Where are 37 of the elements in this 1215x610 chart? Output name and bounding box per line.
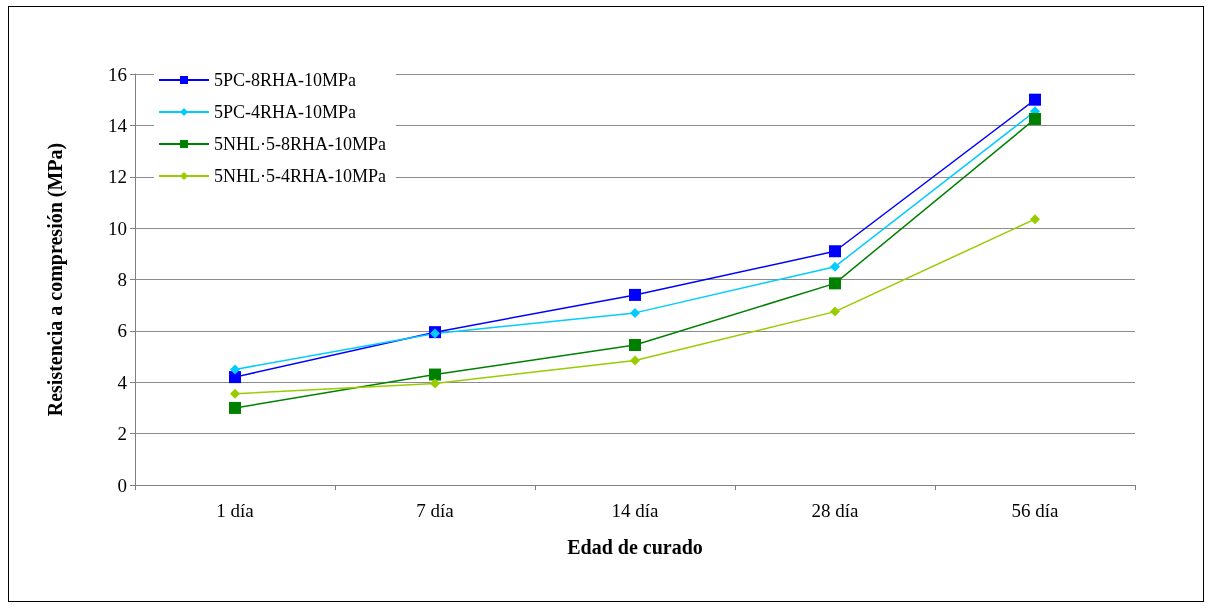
point xyxy=(630,355,640,366)
point xyxy=(629,288,641,301)
y-tick-label: 16 xyxy=(108,63,127,85)
point xyxy=(429,368,441,381)
point xyxy=(830,306,840,317)
point xyxy=(230,364,240,375)
point xyxy=(829,245,841,258)
point xyxy=(229,371,241,384)
x-tick-label: 1 día xyxy=(216,500,255,521)
x-tick-label: 56 día xyxy=(1011,500,1060,521)
y-tick-label: 6 xyxy=(117,320,127,342)
point xyxy=(430,378,440,389)
y-axis-title: Resistencia a compresión (MPa) xyxy=(44,142,67,417)
legend-label: 5PC-8RHA-10MPa xyxy=(214,70,357,90)
point xyxy=(630,307,640,318)
y-tick-label: 8 xyxy=(117,269,127,290)
point xyxy=(629,339,641,351)
legend-label: 5NHL·5-4RHA-10MPa xyxy=(214,166,386,186)
point xyxy=(229,401,241,414)
y-tick-label: 0 xyxy=(117,474,127,496)
point xyxy=(230,388,240,399)
y-tick-label: 12 xyxy=(108,166,127,188)
point xyxy=(1029,93,1041,106)
point xyxy=(1030,214,1040,225)
y-tick-label: 14 xyxy=(108,114,128,136)
y-tick-label: 2 xyxy=(117,423,127,445)
x-tick-label: 28 día xyxy=(811,500,860,521)
x-axis-title: Edad de curado xyxy=(567,536,703,558)
legend-label: 5PC-4RHA-10MPa xyxy=(214,102,357,122)
x-tick-label: 7 día xyxy=(416,500,455,521)
point xyxy=(830,261,840,272)
y-tick-label: 4 xyxy=(117,371,128,393)
point xyxy=(829,277,841,290)
y-tick-label: 10 xyxy=(108,217,127,239)
legend-label: 5NHL·5-8RHA-10MPa xyxy=(214,134,386,154)
point xyxy=(1029,112,1041,125)
x-tick-label: 14 día xyxy=(611,500,660,521)
